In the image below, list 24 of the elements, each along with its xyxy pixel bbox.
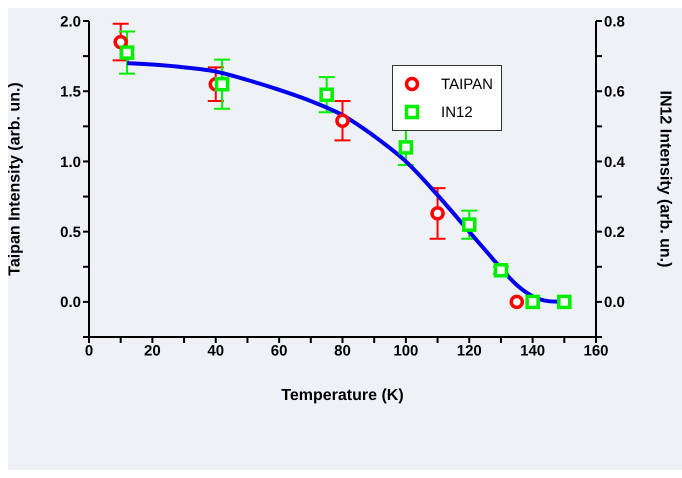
x-tick-label: 0 [84, 342, 94, 360]
y-tick-label: 0.0 [60, 294, 81, 312]
y-tick-label: 0.5 [60, 224, 81, 241]
x-tick-label: 40 [207, 342, 224, 360]
x-axis-title: Temperature (K) [281, 387, 404, 404]
x-tick-label: 120 [456, 342, 482, 360]
x-tick-label: 140 [520, 342, 546, 360]
y-tick-label: 1.0 [60, 154, 81, 171]
y2-tick-label: 0.8 [604, 13, 625, 30]
x-tick-label: 60 [270, 342, 288, 360]
y-tick-label: 1.5 [60, 84, 81, 101]
x-tick-label: 160 [583, 342, 609, 360]
legend-label: IN12 [441, 104, 473, 120]
y2-tick-label: 0.4 [604, 154, 626, 171]
y2-tick-label: 0.2 [604, 224, 625, 241]
x-tick-label: 100 [393, 342, 418, 360]
y2-tick-label: 0.6 [604, 84, 625, 101]
y-axis-title: Taipan Intensity (arb. un.) [6, 82, 24, 276]
legend-label: TAIPAN [441, 76, 493, 92]
x-tick-label: 20 [144, 342, 161, 360]
x-tick-label: 80 [334, 342, 351, 360]
y2-axis-title: IN12 Intensity (arb. un.) [656, 90, 674, 268]
y-tick-label: 2.0 [60, 13, 81, 30]
y2-tick-label: 0.0 [604, 294, 625, 312]
